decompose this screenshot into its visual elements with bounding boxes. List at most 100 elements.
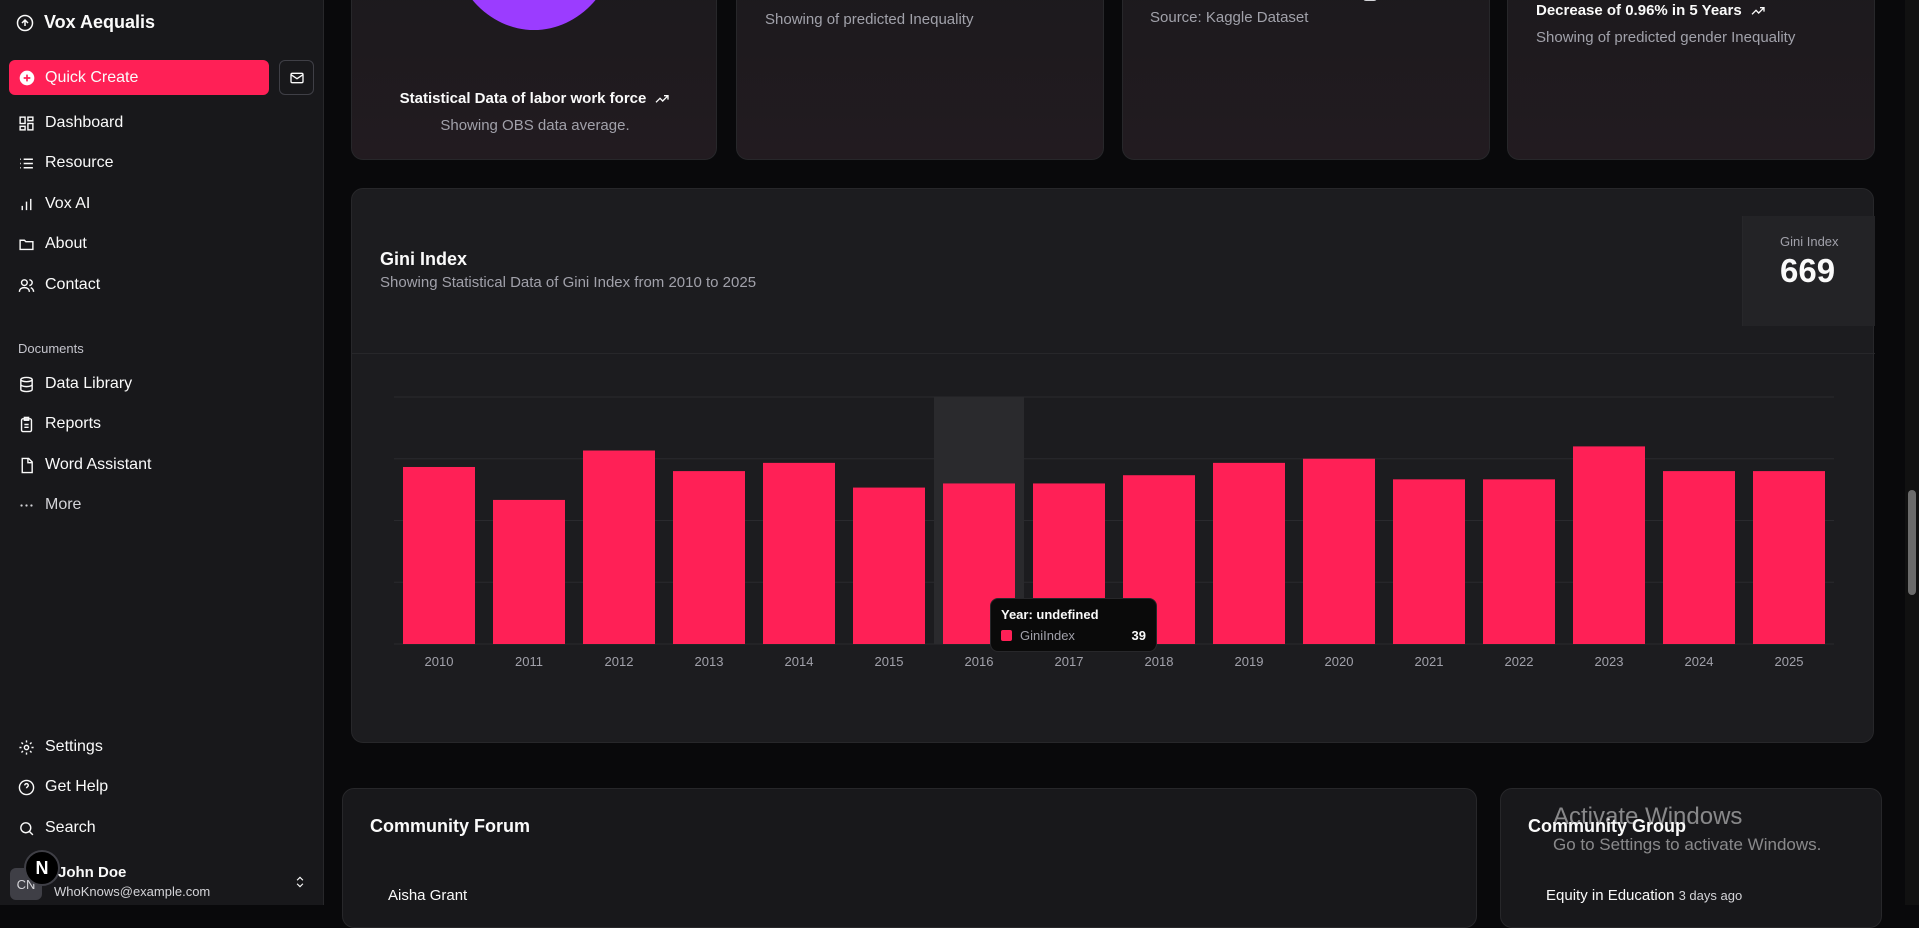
bar-2012[interactable] [583,450,655,644]
scrollbar-thumb[interactable] [1908,490,1916,595]
labor-force-card: Statistical Data of labor work force Sho… [351,0,717,160]
bar-2025[interactable] [1753,471,1825,644]
sidebar-item-reports[interactable]: Reports [18,412,101,436]
sidebar-item-dashboard[interactable]: Dashboard [18,111,123,135]
gender-inequality-card: Decrease of 0.96% in 5 Years Showing of … [1507,0,1875,160]
card-subtitle: Showing OBS data average. [440,117,630,134]
x-tick-label: 2023 [1595,654,1624,669]
group-item[interactable]: Equity in Education 3 days ago [1546,887,1742,904]
logo-icon [16,14,34,31]
purple-chart-icon [472,0,596,30]
sidebar-item-vox-ai[interactable]: Vox AI [18,192,90,216]
app-name: Vox Aequalis [44,12,156,32]
sidebar-item-more[interactable]: More [18,493,81,517]
partial-text [1363,0,1377,1]
user-name: John Doe [58,864,127,881]
inbox-button[interactable] [279,60,314,95]
sidebar-item-label: Contact [45,276,101,293]
x-tick-label: 2022 [1505,654,1534,669]
x-tick-label: 2015 [875,654,904,669]
x-tick-label: 2013 [695,654,724,669]
gini-stat-toggle[interactable]: Gini Index 669 [1742,216,1875,326]
inequality-card: Showing of predicted Inequality [736,0,1104,160]
bar-2023[interactable] [1573,446,1645,644]
gear-icon [19,739,34,755]
sidebar: Vox Aequalis Quick Create Dashboard Reso… [0,0,324,905]
trending-up-icon [655,94,670,103]
sidebar-item-search[interactable]: Search [18,816,96,840]
quick-create-button[interactable]: Quick Create [9,60,269,95]
gini-title: Gini Index [380,249,468,269]
quick-create-label: Quick Create [45,68,139,86]
chevrons-up-down-icon [296,876,304,888]
x-tick-label: 2019 [1235,654,1264,669]
n-badge[interactable]: N [24,850,60,886]
group-item-title: Equity in Education [1546,887,1675,904]
sidebar-item-label: Data Library [45,375,133,392]
sidebar-item-contact[interactable]: Contact [18,273,100,297]
sidebar-item-label: About [45,235,87,252]
x-tick-label: 2016 [965,654,994,669]
x-tick-label: 2012 [605,654,634,669]
sidebar-item-data-library[interactable]: Data Library [18,372,132,396]
tooltip-row: GiniIndex 39 [1001,628,1146,643]
gini-bar-chart[interactable]: 2010 2011 2012 2013 2014 2015 2016 2017 2018 2019… [352,354,1875,744]
x-tick-label: 2024 [1685,654,1714,669]
watermark-line-1: Activate Windows [1553,803,1743,830]
sidebar-item-label: Settings [45,738,103,755]
bar-2020[interactable] [1303,458,1375,644]
sidebar-item-label: More [45,496,82,513]
sidebar-item-word-assistant[interactable]: Word Assistant [18,453,151,477]
trending-up-icon [1751,6,1765,15]
chart-icon [21,198,32,210]
user-email: WhoKnows@example.com [54,884,211,899]
file-icon [21,457,33,473]
sidebar-item-label: Word Assistant [45,456,152,473]
chart-tooltip: Year: undefined GiniIndex 39 [990,598,1157,652]
tooltip-swatch [1001,630,1012,641]
card-subtitle: Source: Kaggle Dataset [1150,9,1309,26]
sidebar-item-get-help[interactable]: Get Help [18,775,108,799]
plus-circle-icon [19,70,35,85]
help-icon [18,779,35,795]
bar-2019[interactable] [1213,462,1285,644]
x-tick-label: 2018 [1145,654,1174,669]
sidebar-item-label: Dashboard [45,114,124,131]
x-tick-label: 2020 [1325,654,1354,669]
users-icon [18,278,35,292]
bar-2014[interactable] [763,462,835,644]
gini-stat-value: 669 [1780,252,1836,289]
sidebar-item-resource[interactable]: Resource [18,151,113,175]
community-forum-card: Community Forum Aisha Grant [342,788,1477,928]
x-tick-label: 2025 [1775,654,1804,669]
gini-subtitle: Showing Statistical Data of Gini Index f… [380,274,757,291]
card-subtitle: Showing of predicted gender Inequality [1536,29,1796,46]
folder-icon [19,239,34,250]
clipboard-icon [20,416,33,432]
source-card: Source: Kaggle Dataset [1122,0,1490,160]
sidebar-item-about[interactable]: About [18,232,87,256]
bar-2011[interactable] [493,499,565,644]
bar-2022[interactable] [1483,479,1555,644]
gini-stat-label: Gini Index [1780,234,1839,249]
bar-2015[interactable] [853,487,925,644]
tooltip-title: Year: undefined [1001,607,1099,622]
brand[interactable]: Vox Aequalis [16,12,155,33]
sidebar-item-label: Get Help [45,778,109,795]
page-scrollbar[interactable] [1905,0,1919,905]
bar-2010[interactable] [403,466,475,644]
sidebar-item-settings[interactable]: Settings [18,735,103,759]
forum-item[interactable]: Aisha Grant [388,887,468,904]
dashboard-icon [19,115,34,131]
bar-2021[interactable] [1393,479,1465,644]
bar-2013[interactable] [673,471,745,644]
group-title: Community Group [1528,816,1686,836]
watermark-line-2: Go to Settings to activate Windows. [1553,835,1822,854]
x-tick-label: 2021 [1415,654,1444,669]
ellipsis-icon [20,503,33,507]
activate-windows-watermark: Activate Windows Go to Settings to activ… [1553,803,1821,855]
bar-2024[interactable] [1663,471,1735,644]
search-icon [20,821,34,835]
card-title: Decrease of 0.96% in 5 Years [1536,2,1766,19]
user-menu[interactable]: CN N John Doe WhoKnows@example.com [10,850,315,902]
